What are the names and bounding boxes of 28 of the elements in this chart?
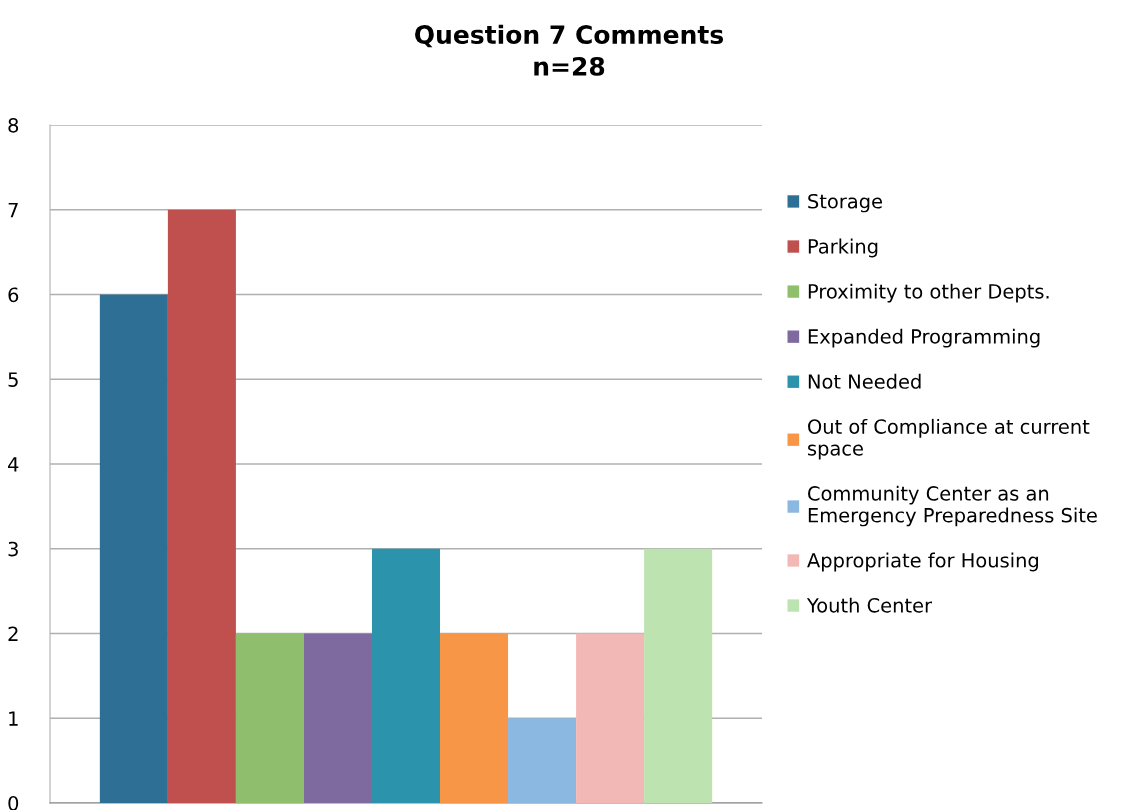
legend-label: Appropriate for Housing: [807, 552, 1038, 572]
y-tick-label: 8: [8, 117, 19, 133]
bar: [371, 548, 441, 803]
bar: [508, 718, 577, 803]
y-tick-label: 3: [8, 541, 18, 557]
legend-label: Not Needed: [808, 373, 921, 389]
y-tick-label: 4: [8, 457, 19, 472]
legend-label: Community Center as an Emergency Preparedness Site: [808, 485, 1097, 527]
bar: [235, 633, 304, 803]
y-tick-label: 7: [8, 202, 18, 218]
legend-label: Storage: [808, 193, 882, 213]
legend-label: Youth Center: [806, 597, 933, 613]
legend-label: Expanded Programming: [808, 328, 1040, 348]
y-tick-label: 1: [9, 711, 18, 726]
y-tick-label: 5: [8, 372, 18, 387]
bar: [303, 633, 372, 803]
bar: [644, 548, 713, 803]
bar: [576, 633, 645, 803]
bar: [99, 294, 168, 803]
y-tick-label: 6: [8, 287, 19, 303]
legend-label: Parking: [808, 238, 878, 258]
y-tick-label: 0: [8, 795, 19, 810]
legend-label: Out of Compliance at current space: [808, 418, 1090, 460]
chart-title: Question 7 Comments n=28: [415, 24, 724, 76]
legend-label: Proximity to other Depts.: [808, 283, 1049, 303]
y-tick-label: 2: [8, 626, 18, 641]
bar: [167, 209, 236, 803]
bar: [440, 633, 509, 803]
